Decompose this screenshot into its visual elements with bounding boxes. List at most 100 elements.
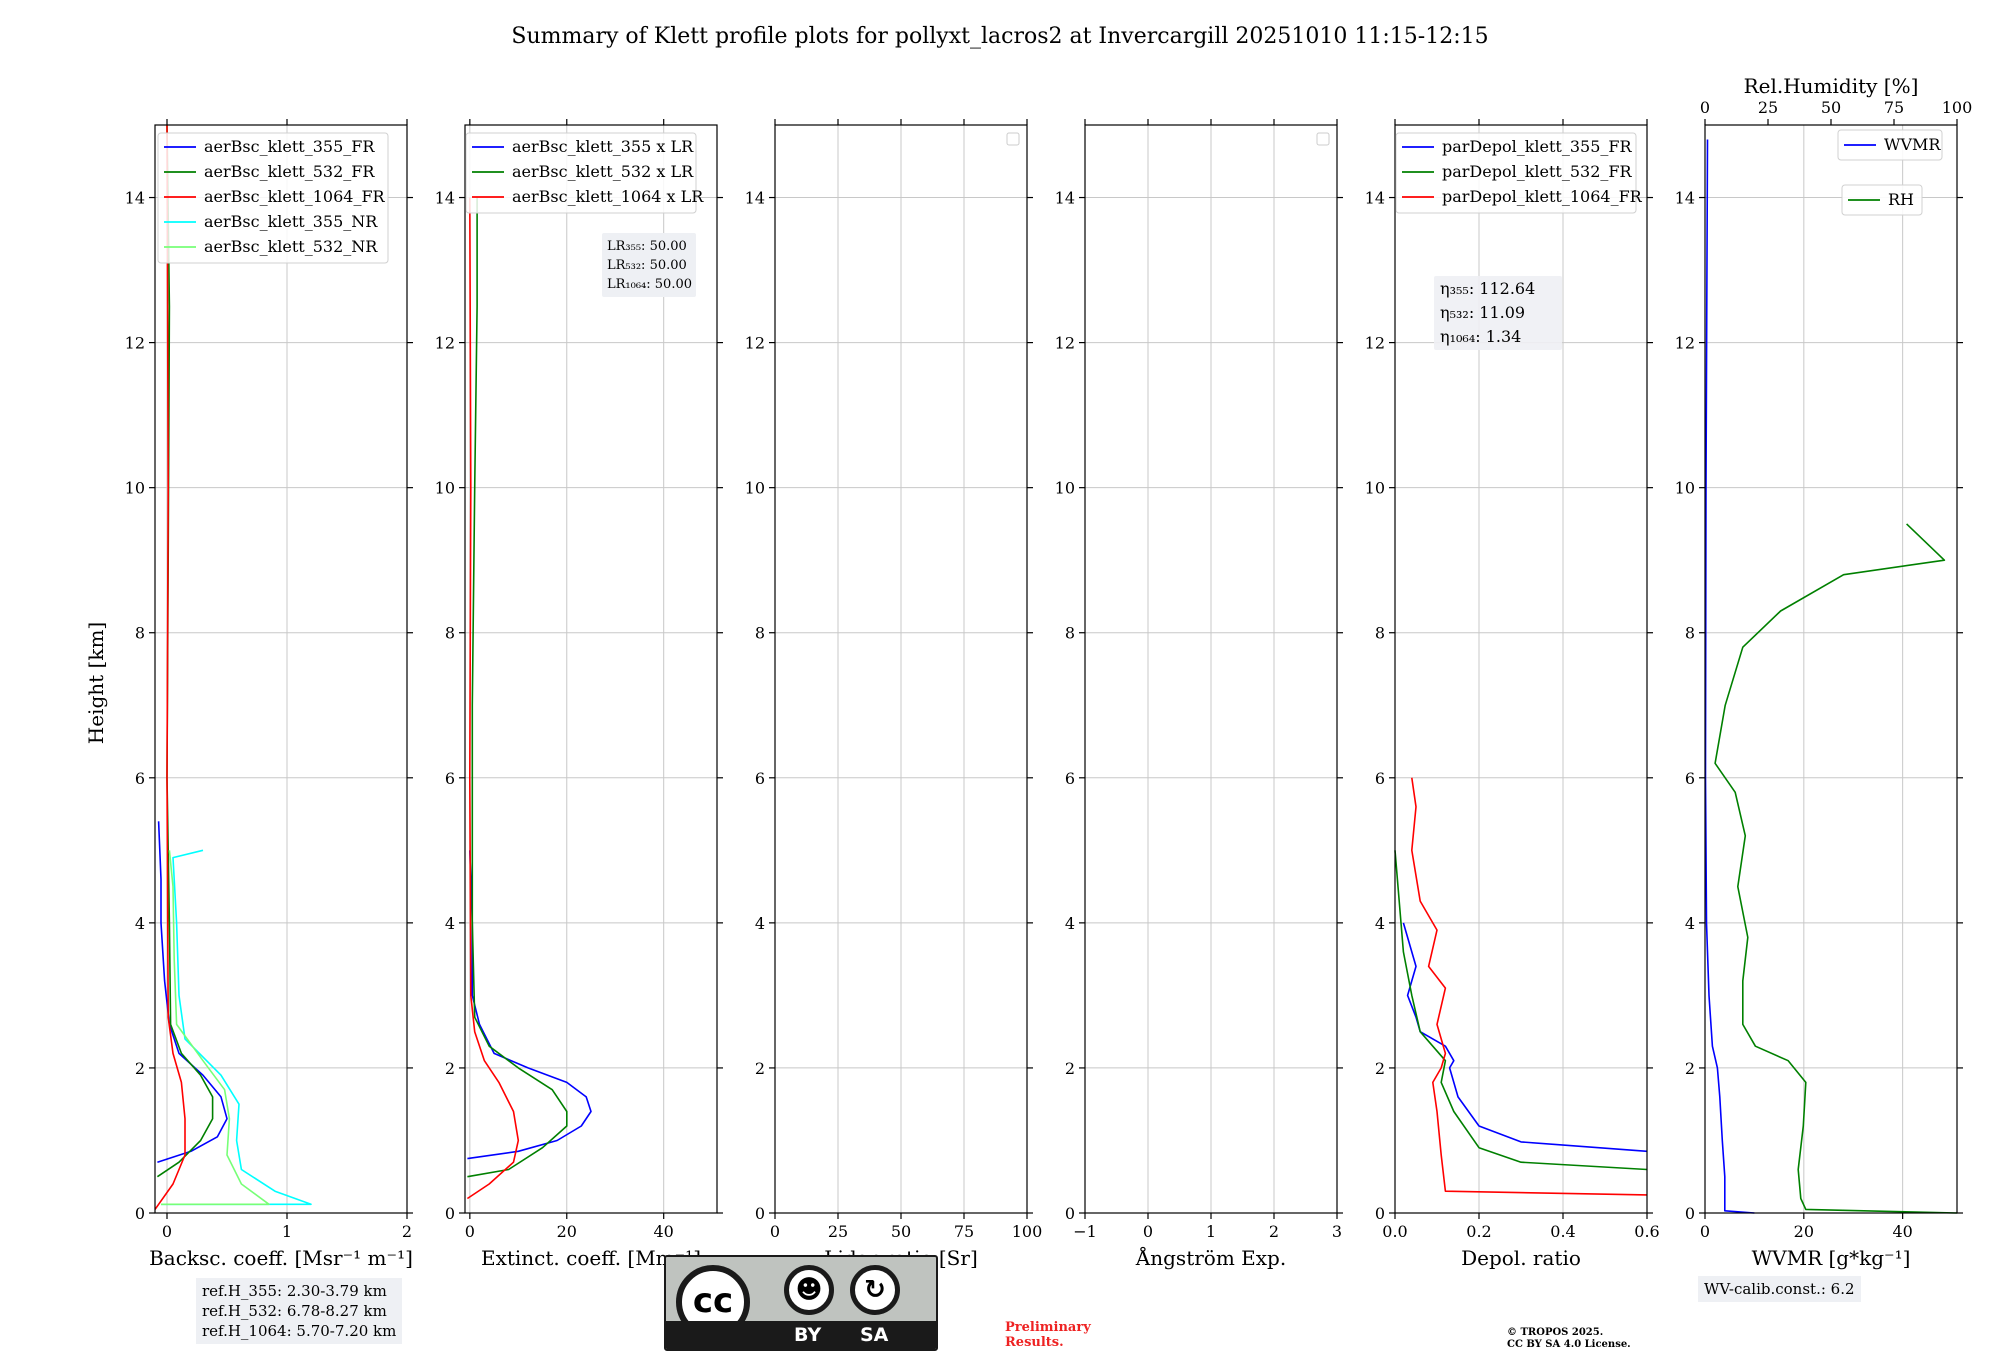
series-aerBsc_klett_355_NR [161,850,311,1204]
x-axis-label: Backsc. coeff. [Msr⁻¹ m⁻¹] [149,1246,413,1270]
xtick-label: 0.4 [1550,1222,1575,1241]
preliminary-note: Preliminary Results. [1005,1320,1091,1350]
ytick-label: 0 [1065,1204,1075,1223]
xtick-label: 0.6 [1634,1222,1659,1241]
series-aerBsc_klett_532_FR [157,125,212,1177]
ytick-label: 14 [1675,189,1695,208]
ytick-label: 12 [125,334,145,353]
preliminary-line-2: Results. [1005,1335,1091,1350]
xtick-label: 1 [282,1222,292,1241]
ytick-label: 6 [1685,769,1695,788]
xtick-label: 0 [162,1222,172,1241]
xtick-label: 0 [770,1222,780,1241]
ytick-label: 4 [1685,914,1695,933]
xtick-label: 50 [891,1222,911,1241]
ytick-label: 0 [1685,1204,1695,1223]
ytick-label: 6 [755,769,765,788]
ytick-label: 12 [1365,334,1385,353]
logo-by-text: BY [794,1324,821,1346]
ytick-label: 12 [1055,334,1075,353]
ytick-label: 6 [1065,769,1075,788]
xtick-label: 100 [1012,1222,1043,1241]
xtick-label: −1 [1073,1222,1097,1241]
legend-item-aerBsc_klett_355_FR: aerBsc_klett_355_FR [204,137,375,156]
empty-legend-box [1007,133,1019,145]
legend-item-RH: RH [1888,190,1914,209]
reference-height-info: ref.H_355: 2.30-3.79 km ref.H_532: 6.78-… [196,1278,402,1344]
ytick-label: 0 [755,1204,765,1223]
ytick-label: 12 [435,334,455,353]
xtick-label: 40 [1892,1222,1912,1241]
ytick-label: 2 [755,1059,765,1078]
ytick-label: 0 [1375,1204,1385,1223]
top-xtick-label: 0 [1700,98,1710,117]
figure-title: Summary of Klett profile plots for polly… [511,24,1488,49]
ytick-label: 10 [125,479,145,498]
ytick-label: 12 [1675,334,1695,353]
xtick-label: 0 [1143,1222,1153,1241]
legend: aerBsc_klett_355 x LR aerBsc_klett_532 x … [466,133,704,213]
ref-height-1064: ref.H_1064: 5.70-7.20 km [202,1321,396,1341]
ytick-label: 4 [445,914,455,933]
legend-item-parDepol_klett_532_FR: parDepol_klett_532_FR [1442,162,1633,181]
ytick-label: 8 [1685,624,1695,643]
y-axis-label: Height [km] [84,622,108,744]
top-xtick-label: 25 [1758,98,1778,117]
xtick-label: 2 [402,1222,412,1241]
ytick-label: 14 [745,189,765,208]
xtick-label: 75 [954,1222,974,1241]
axes-frame [1705,125,1957,1213]
legend-item-WVMR: WVMR [1884,135,1941,154]
ytick-label: 4 [1065,914,1075,933]
legend-WVMR: WVMR [1838,130,1942,160]
legend-item-aerBsc_klett_355_NR: aerBsc_klett_355_NR [204,212,378,231]
legend-item-aerBsc_klett_1064_FR: aerBsc_klett_1064_FR [204,187,386,206]
copyright-line-2: CC BY SA 4.0 License. [1507,1339,1631,1351]
person-icon: ☻ [784,1265,834,1315]
lr-text-1: LR₅₃₂: 50.00 [607,258,687,273]
lr-text-0: LR₃₅₅: 50.00 [607,239,687,254]
ref-height-355: ref.H_355: 2.30-3.79 km [202,1281,396,1301]
top-xtick-label: 75 [1884,98,1904,117]
top-xtick-label: 100 [1942,98,1973,117]
series-parDepol_klett_1064_FR [1412,778,1647,1195]
xtick-label: 0 [465,1222,475,1241]
x-axis-label: Ångström Exp. [1135,1245,1286,1270]
ytick-label: 2 [1685,1059,1695,1078]
copyright-note: © TROPOS 2025. CC BY SA 4.0 License. [1507,1327,1631,1351]
ytick-label: 0 [445,1204,455,1223]
xtick-label: 0.2 [1466,1222,1491,1241]
series-RH [1715,524,1957,1213]
ytick-label: 2 [1375,1059,1385,1078]
preliminary-line-1: Preliminary [1005,1320,1091,1335]
ytick-label: 8 [445,624,455,643]
legend: aerBsc_klett_355_FR aerBsc_klett_532_FRae… [158,133,388,263]
panel-extinction: 024681012140 20 40Extinct. coeff. [Mm⁻¹]ae… [435,119,723,1270]
empty-legend-box [1317,133,1329,145]
ytick-label: 8 [755,624,765,643]
lr-text-2: LR₁₀₆₄: 50.00 [607,277,692,292]
ytick-label: 14 [435,189,455,208]
legend-item-aerBsc_klett_1064 x LR: aerBsc_klett_1064 x LR [512,187,704,206]
ytick-label: 8 [1375,624,1385,643]
xtick-label: 3 [1332,1222,1342,1241]
top-xtick-label: 50 [1821,98,1841,117]
x-axis-label: Depol. ratio [1461,1246,1581,1270]
legend-item-parDepol_klett_355_FR: parDepol_klett_355_FR [1442,137,1633,156]
ytick-label: 10 [745,479,765,498]
ytick-label: 10 [1675,479,1695,498]
ytick-label: 2 [445,1059,455,1078]
eta-text-1: η₅₃₂: 11.09 [1440,303,1525,322]
panel-wvmr: 0 2 4 6 8 10 12 14 0 20 40 0 25 50 75 100 Rel.Humidity [… [1675,74,1973,1270]
copyright-line-1: © TROPOS 2025. [1507,1327,1631,1339]
ytick-label: 10 [435,479,455,498]
ytick-label: 14 [125,189,145,208]
legend-item-aerBsc_klett_355 x LR: aerBsc_klett_355 x LR [512,137,694,156]
xtick-label: 25 [828,1222,848,1241]
ytick-label: 10 [1055,479,1075,498]
cc-by-sa-logo: cc ☻ ↻ BY SA [664,1255,938,1351]
ytick-label: 6 [135,769,145,788]
xtick-label: 0.0 [1382,1222,1407,1241]
xtick-label: 40 [654,1222,674,1241]
